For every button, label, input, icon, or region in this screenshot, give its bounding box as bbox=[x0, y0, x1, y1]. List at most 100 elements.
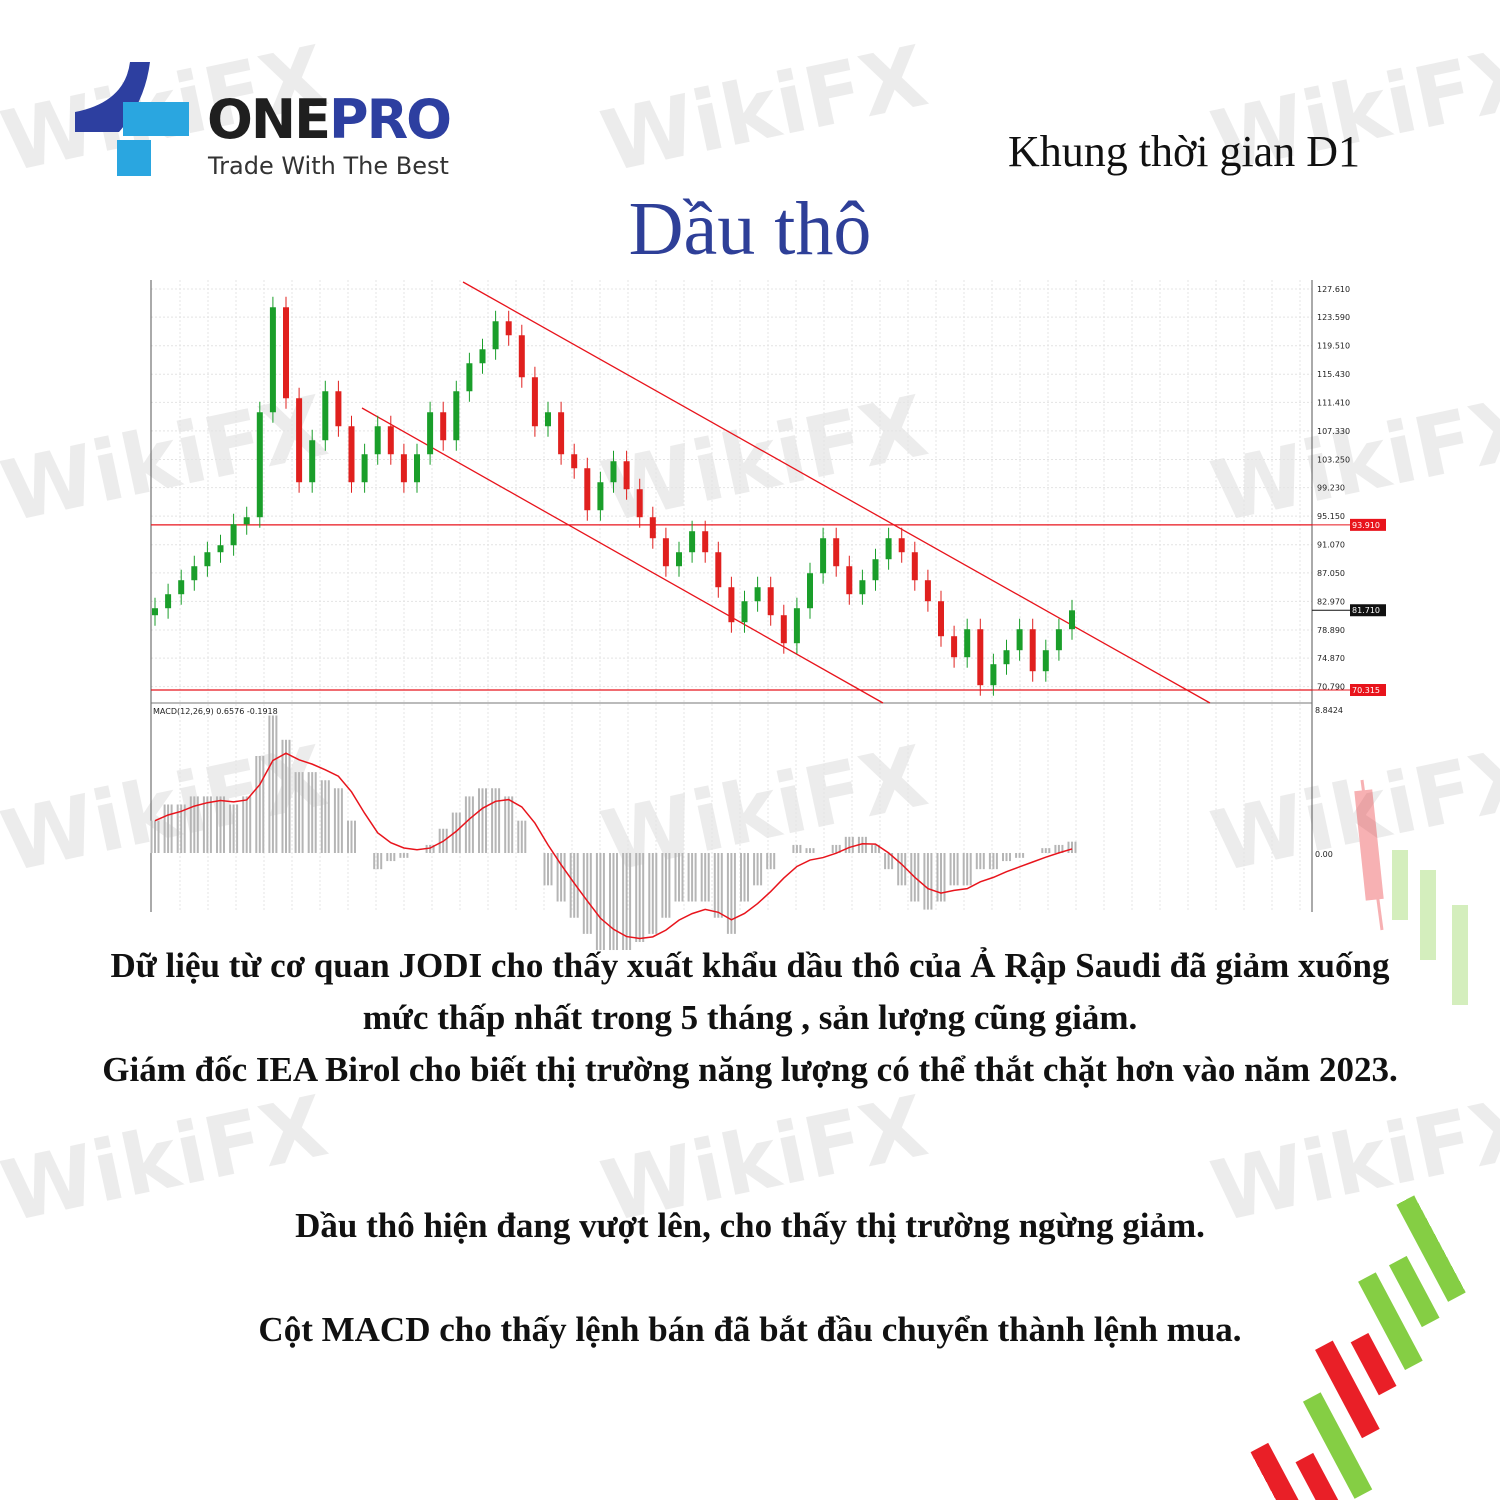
brand-tagline: Trade With The Best bbox=[208, 152, 449, 180]
paragraph-macd: Cột MACD cho thấy lệnh bán đã bắt đầu ch… bbox=[258, 1310, 1242, 1349]
candle-body bbox=[283, 307, 289, 399]
candle-body bbox=[400, 454, 407, 483]
upper-trendline bbox=[462, 281, 1211, 704]
candle-body bbox=[1042, 650, 1049, 672]
candle-body bbox=[152, 608, 158, 616]
candle-body bbox=[649, 517, 656, 539]
level-label: 70.315 bbox=[1352, 686, 1380, 695]
candle-body bbox=[414, 454, 420, 483]
candle-body bbox=[322, 391, 329, 441]
candle-body bbox=[715, 552, 722, 588]
candle-body bbox=[793, 608, 800, 644]
current-price-bg bbox=[1350, 604, 1386, 617]
price-tick-label: 87.050 bbox=[1317, 569, 1345, 578]
price-tick-label: 99.230 bbox=[1317, 484, 1345, 493]
candle-body bbox=[466, 363, 473, 392]
candle-body bbox=[217, 545, 224, 553]
candle-body bbox=[741, 601, 748, 623]
price-tick-label: 91.070 bbox=[1317, 541, 1345, 550]
timeframe-label: Khung thời gian D1 bbox=[1007, 127, 1360, 176]
candle-body bbox=[977, 629, 984, 686]
price-tick-label: 111.410 bbox=[1317, 398, 1350, 407]
candle-body bbox=[610, 461, 617, 483]
candle-body bbox=[833, 538, 840, 567]
candle-body bbox=[571, 454, 578, 469]
candle-body bbox=[898, 538, 905, 553]
candle-body bbox=[623, 461, 630, 490]
paragraph-jodi: Dữ liệu từ cơ quan JODI cho thấy xuất kh… bbox=[110, 946, 1390, 1037]
candle-body bbox=[1069, 610, 1075, 630]
candle-body bbox=[702, 531, 709, 553]
onepro-logo-icon bbox=[75, 62, 189, 176]
candle-body bbox=[479, 349, 486, 364]
candle-body bbox=[636, 489, 643, 518]
candle-body bbox=[178, 580, 185, 595]
paragraph-price: Dầu thô hiện đang vượt lên, cho thấy thị… bbox=[295, 1206, 1205, 1245]
level-label-bg bbox=[1350, 684, 1386, 696]
macd-label: MACD(12,26,9) 0.6576 -0.1918 bbox=[153, 707, 278, 716]
candle-body bbox=[453, 391, 460, 441]
candle-body bbox=[296, 398, 303, 483]
candle-body bbox=[767, 587, 774, 616]
candle-body bbox=[256, 412, 263, 518]
candle-body bbox=[269, 307, 276, 413]
candle-body bbox=[243, 517, 250, 525]
price-tick-label: 82.970 bbox=[1317, 597, 1345, 606]
candle-body bbox=[531, 377, 538, 427]
candle-body bbox=[754, 587, 761, 602]
candle-body bbox=[780, 615, 787, 644]
candle-body bbox=[440, 412, 447, 441]
candle-body bbox=[191, 566, 198, 581]
candle-body bbox=[728, 587, 735, 623]
candle-body bbox=[387, 426, 394, 455]
candle-body bbox=[309, 440, 316, 483]
candles bbox=[152, 296, 1075, 696]
candle-body bbox=[492, 321, 499, 350]
candle-body bbox=[597, 482, 604, 511]
candle-body bbox=[1029, 629, 1036, 672]
decorative-candles bbox=[1250, 779, 1468, 1500]
price-tick-label: 119.510 bbox=[1317, 342, 1350, 351]
macd-signal-line bbox=[154, 752, 1073, 940]
candle-body bbox=[1016, 629, 1023, 651]
level-label-bg bbox=[1350, 518, 1386, 531]
brand-name: ONEPRO bbox=[207, 88, 452, 151]
candle-body bbox=[361, 454, 368, 483]
candle-body bbox=[374, 426, 381, 455]
candle-body bbox=[846, 566, 853, 595]
price-tick-label: 107.330 bbox=[1317, 427, 1350, 436]
price-tick-label: 78.890 bbox=[1317, 626, 1345, 635]
candle-body bbox=[518, 335, 525, 378]
candle-body bbox=[885, 538, 892, 560]
candle-body bbox=[807, 573, 813, 609]
macd-histogram bbox=[150, 715, 1077, 951]
candle-body bbox=[820, 538, 827, 574]
candle-body bbox=[872, 559, 879, 581]
price-tick-label: 74.870 bbox=[1317, 654, 1345, 663]
candle-body bbox=[859, 580, 866, 595]
candle-body bbox=[676, 552, 682, 567]
candle-body bbox=[924, 580, 931, 602]
candle-body bbox=[348, 426, 355, 483]
paragraph-iea: Giám đốc IEA Birol cho biết thị trường n… bbox=[102, 1050, 1398, 1089]
price-tick-label: 70.790 bbox=[1317, 683, 1345, 692]
macd-zero-tick: 0.00 bbox=[1315, 850, 1333, 859]
candle-body bbox=[204, 552, 211, 567]
price-ticks: 127.610 123.590 119.510 115.430 111.410 107.3… bbox=[1317, 285, 1350, 692]
candle-body bbox=[545, 412, 551, 427]
candle-body bbox=[1055, 629, 1062, 651]
horizontal-levels: 93.910 70.315 81.710 bbox=[151, 518, 1386, 696]
candle-body bbox=[938, 601, 944, 637]
candle-body bbox=[335, 391, 342, 427]
candle-body bbox=[689, 531, 696, 553]
candle-body bbox=[911, 552, 918, 581]
candle-body bbox=[558, 412, 565, 455]
candle-body bbox=[165, 594, 172, 609]
price-tick-label: 127.610 bbox=[1317, 285, 1350, 294]
candle-body bbox=[584, 468, 591, 511]
candle-body bbox=[951, 636, 958, 658]
page-title: Dầu thô bbox=[628, 187, 872, 271]
macd-top-tick: 8.8424 bbox=[1315, 706, 1343, 715]
price-tick-label: 103.250 bbox=[1317, 455, 1350, 464]
